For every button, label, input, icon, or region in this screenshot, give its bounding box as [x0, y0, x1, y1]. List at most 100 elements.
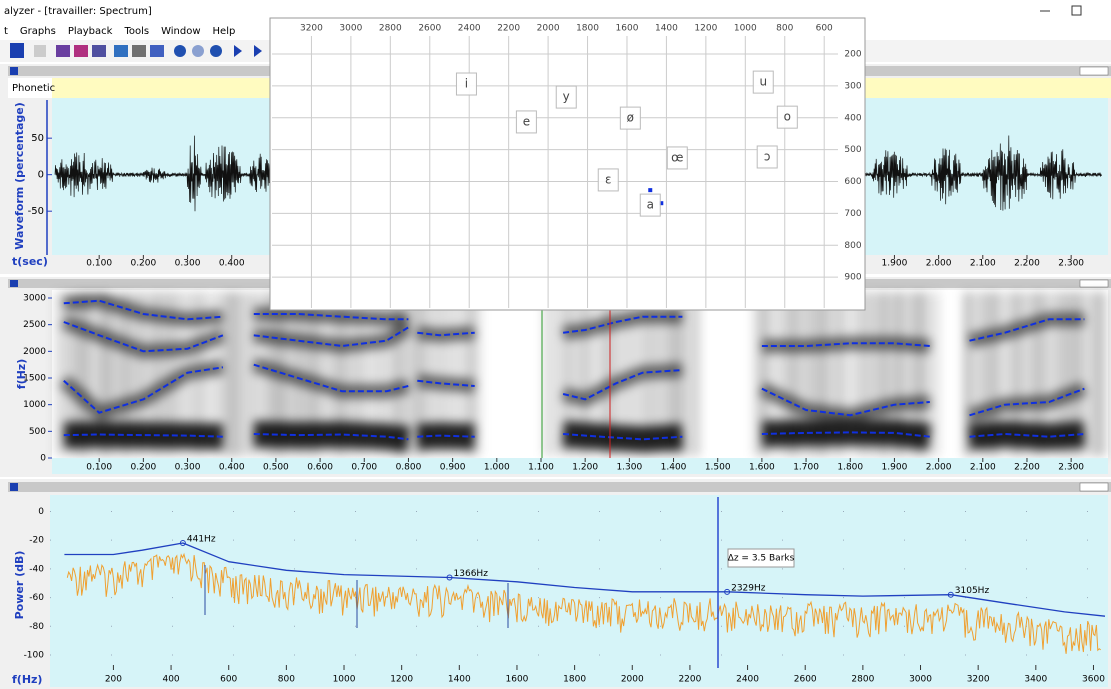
tool-button[interactable] [74, 45, 88, 57]
x-tick-label: 2800 [379, 24, 402, 34]
y-tick-label: -100 [24, 650, 45, 660]
peak-label: 2329Hz [731, 583, 766, 593]
zoom-in-button[interactable] [174, 45, 186, 57]
x-tick-label: 0.200 [130, 259, 156, 269]
vowel-label: u [759, 75, 767, 89]
spectrogram-stripe [55, 292, 61, 456]
x-tick-label: 0.100 [86, 463, 112, 473]
tool-button[interactable] [56, 45, 70, 57]
peak-label: 1366Hz [454, 569, 489, 579]
x-tick-label: 2.300 [1058, 259, 1084, 269]
y-tick-label: -60 [29, 593, 44, 603]
menu-item[interactable]: Graphs [20, 26, 56, 37]
y-tick-label: 800 [844, 241, 861, 251]
x-tick-label: 1000 [333, 675, 356, 685]
window-title: alyzer - [travailler: Spectrum] [4, 6, 152, 17]
spectrogram-stripe [543, 292, 549, 456]
x-tick-label: 600 [816, 24, 833, 34]
tool-button[interactable] [150, 45, 164, 57]
spectrogram-stripe [228, 292, 234, 456]
x-tick-label: 2.000 [926, 259, 952, 269]
x-tick-label: 1.800 [837, 463, 863, 473]
x-axis-label: f(Hz) [12, 673, 42, 686]
x-tick-label: 1600 [616, 24, 639, 34]
tool-button[interactable] [34, 45, 46, 57]
y-tick-label: 2000 [23, 347, 46, 357]
x-tick-label: 2000 [537, 24, 560, 34]
x-tick-label: 1.000 [484, 463, 510, 473]
vowel-label: e [523, 114, 530, 128]
x-tick-label: 2400 [458, 24, 481, 34]
y-tick-label: 600 [844, 177, 861, 187]
x-tick-label: 2600 [418, 24, 441, 34]
y-tick-label: -50 [28, 206, 44, 217]
x-tick-label: 1.400 [661, 463, 687, 473]
vowel-label: œ [671, 150, 683, 164]
y-tick-label: 3000 [23, 294, 46, 304]
x-tick-label: 2.200 [1014, 259, 1040, 269]
y-tick-label: 0 [38, 170, 44, 181]
x-tick-label: 2800 [851, 675, 874, 685]
spectrogram-stripe [235, 292, 241, 456]
x-tick-label: 2.100 [970, 259, 996, 269]
x-tick-label: 0.800 [396, 463, 422, 473]
menu-item[interactable]: Playback [68, 26, 113, 37]
y-tick-label: 300 [844, 81, 861, 91]
x-tick-label: 2.100 [970, 463, 996, 473]
x-tick-label: 3000 [339, 24, 362, 34]
info-button[interactable] [10, 43, 24, 58]
tool-button[interactable] [132, 45, 146, 57]
menu-item[interactable]: Tools [123, 26, 149, 37]
x-tick-label: 0.100 [86, 259, 112, 269]
tool-button[interactable] [92, 45, 106, 57]
x-tick-label: 0.500 [263, 463, 289, 473]
spectrogram-stripe [686, 292, 692, 456]
transcription-label: Phonetic [12, 83, 55, 94]
zoom-out-button[interactable] [192, 45, 204, 57]
x-tick-label: 0.300 [175, 259, 201, 269]
y-tick-label: 700 [844, 209, 861, 219]
x-tick-label: 600 [220, 675, 237, 685]
spectrogram-stripe [243, 292, 249, 456]
y-axis-label: Waveform (percentage) [13, 102, 26, 250]
x-tick-label: 1.600 [749, 463, 775, 473]
spectrogram-stripe [551, 292, 557, 456]
x-tick-label: 200 [105, 675, 122, 685]
menu-item[interactable]: t [4, 26, 8, 37]
x-tick-label: 3000 [909, 675, 932, 685]
peak-label: 441Hz [187, 535, 216, 545]
tool-button[interactable] [114, 45, 128, 57]
vowel-label: ø [627, 111, 634, 125]
x-tick-label: 3200 [300, 24, 323, 34]
x-tick-label: 1.300 [616, 463, 642, 473]
x-tick-label: 2.200 [1014, 463, 1040, 473]
zoom-button[interactable] [210, 45, 222, 57]
x-tick-label: 800 [776, 24, 793, 34]
spectrogram-stripe [964, 292, 970, 456]
vowel-label: ɔ [764, 149, 771, 163]
x-tick-label: 1400 [655, 24, 678, 34]
x-tick-label: 2000 [621, 675, 644, 685]
x-tick-label: 2200 [497, 24, 520, 34]
menu-item[interactable]: Help [213, 26, 236, 37]
annotation: Δz = 3.5 Barks [728, 554, 795, 564]
screenshot: alyzer - [travailler: Spectrum] t Graphs P… [0, 0, 1111, 689]
spectrogram-stripe [1084, 292, 1090, 456]
vowel-label: i [465, 77, 468, 91]
spectrogram-stripe [476, 292, 482, 456]
y-tick-label: 1000 [23, 400, 46, 410]
x-tick-label: 1.200 [572, 463, 598, 473]
x-tick-label: 0.700 [351, 463, 377, 473]
x-tick-label: 800 [278, 675, 295, 685]
spectrogram-stripe [1091, 292, 1097, 456]
x-tick-label: 1.900 [882, 259, 908, 269]
x-axis-label: t(sec) [12, 255, 48, 268]
x-tick-label: 2200 [678, 675, 701, 685]
x-tick-label: 2.300 [1058, 463, 1084, 473]
y-tick-label: 200 [844, 50, 861, 60]
x-tick-label: 400 [162, 675, 179, 685]
menu-item[interactable]: Window [161, 26, 200, 37]
x-tick-label: 3600 [1082, 675, 1105, 685]
y-tick-label: 0 [38, 507, 44, 517]
y-tick-label: 0 [40, 454, 46, 464]
